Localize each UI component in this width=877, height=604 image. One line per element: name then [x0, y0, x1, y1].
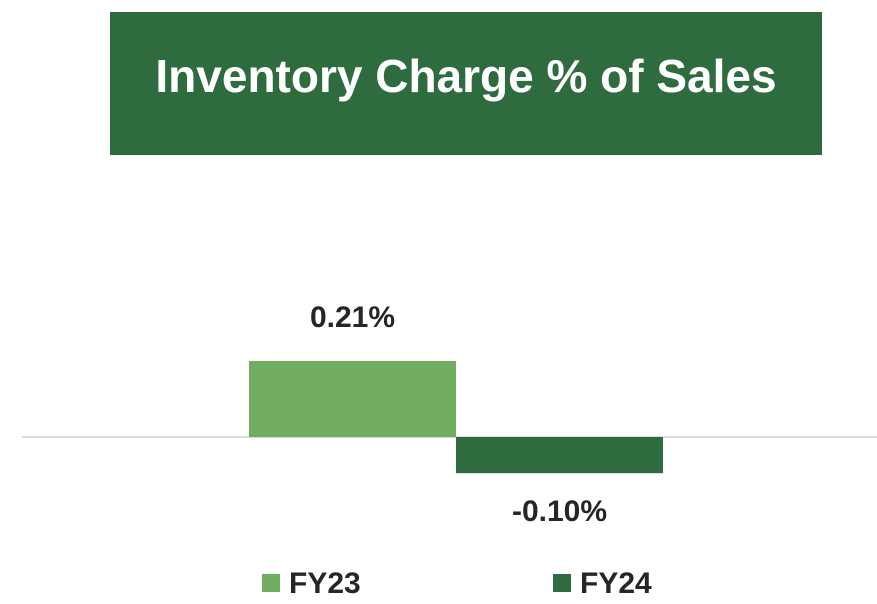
legend-swatch	[262, 574, 280, 592]
legend-label: FY24	[580, 567, 652, 600]
data-label: 0.21%	[310, 301, 395, 334]
bar	[249, 360, 456, 437]
legend-label: FY23	[289, 567, 361, 600]
data-label: -0.10%	[512, 495, 607, 528]
legend-swatch	[553, 574, 571, 592]
chart-title: Inventory Charge % of Sales	[155, 50, 776, 102]
bar	[456, 437, 663, 474]
title-background	[110, 12, 822, 155]
